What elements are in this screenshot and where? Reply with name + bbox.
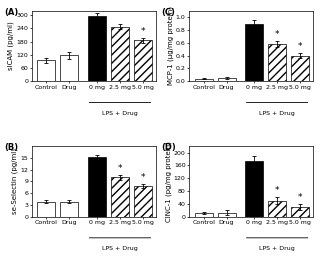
Bar bbox=[218, 213, 236, 217]
Bar bbox=[245, 161, 263, 217]
Text: *: * bbox=[140, 27, 145, 36]
Bar bbox=[134, 186, 152, 217]
Text: *: * bbox=[275, 30, 279, 39]
Bar bbox=[88, 16, 106, 81]
Bar bbox=[291, 55, 309, 81]
Bar bbox=[268, 201, 286, 217]
Bar bbox=[245, 24, 263, 81]
Bar bbox=[291, 207, 309, 217]
Bar bbox=[60, 202, 78, 217]
Text: LPS + Drug: LPS + Drug bbox=[259, 111, 295, 116]
Text: *: * bbox=[275, 186, 279, 195]
Bar bbox=[111, 177, 129, 217]
Y-axis label: sICAM (pg/ml): sICAM (pg/ml) bbox=[8, 22, 14, 70]
Bar bbox=[111, 27, 129, 81]
Bar bbox=[37, 60, 55, 81]
Text: (C): (C) bbox=[162, 8, 176, 17]
Bar bbox=[218, 78, 236, 81]
Text: (B): (B) bbox=[4, 143, 19, 152]
Bar bbox=[60, 55, 78, 81]
Bar bbox=[195, 213, 213, 217]
Text: (D): (D) bbox=[162, 143, 176, 152]
Bar bbox=[37, 202, 55, 217]
Text: *: * bbox=[118, 164, 122, 173]
Y-axis label: CINC-1 (pg/mg protein): CINC-1 (pg/mg protein) bbox=[165, 141, 172, 222]
Text: *: * bbox=[298, 193, 302, 202]
Bar bbox=[134, 40, 152, 81]
Text: LPS + Drug: LPS + Drug bbox=[102, 246, 138, 251]
Text: LPS + Drug: LPS + Drug bbox=[102, 111, 138, 116]
Text: *: * bbox=[298, 42, 302, 51]
Bar bbox=[88, 157, 106, 217]
Bar bbox=[268, 44, 286, 81]
Text: *: * bbox=[140, 173, 145, 182]
Text: LPS + Drug: LPS + Drug bbox=[259, 246, 295, 251]
Y-axis label: se-Selectin (pg/ml): se-Selectin (pg/ml) bbox=[12, 148, 18, 214]
Y-axis label: MCP-1 (μg/mg protein): MCP-1 (μg/mg protein) bbox=[167, 6, 173, 85]
Bar bbox=[195, 79, 213, 81]
Text: (A): (A) bbox=[4, 8, 19, 17]
